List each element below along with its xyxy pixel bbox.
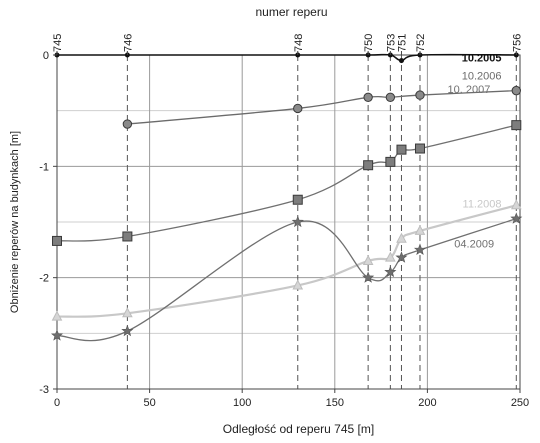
benchmark-label: 746: [122, 34, 134, 52]
data-point: [291, 215, 304, 228]
series-102007: [52, 120, 522, 246]
series-label: 10.2006: [462, 70, 502, 82]
series-112008: [51, 199, 522, 321]
series-label: 10.2005: [462, 53, 502, 65]
data-point: [385, 251, 396, 262]
series-102006: [122, 85, 521, 129]
data-point: [363, 160, 374, 171]
data-point: [511, 120, 522, 131]
y-axis-label: Obniżenie reperów na budynkach [m]: [9, 131, 21, 313]
benchmark-label: 748: [293, 34, 305, 52]
benchmark-label: 750: [363, 34, 375, 52]
data-point: [122, 119, 133, 129]
data-point: [121, 324, 134, 337]
data-point: [385, 92, 396, 103]
series-label: 11.2008: [463, 199, 502, 211]
data-point: [398, 58, 404, 64]
data-point: [122, 231, 133, 242]
data-point: [395, 251, 408, 263]
data-point: [384, 265, 397, 278]
data-point: [511, 85, 521, 96]
x-tick-label: 200: [418, 397, 436, 409]
x-axis-label: Odległość od reperu 745 [m]: [223, 422, 374, 436]
series-label: 10. 2007: [448, 84, 491, 96]
x-tick-label: 100: [233, 397, 251, 409]
x-tick-label: 50: [143, 397, 155, 409]
y-tick-label: -3: [39, 384, 49, 396]
y-tick-label: -2: [39, 273, 49, 285]
x-tick-label: 250: [511, 397, 529, 409]
data-point: [363, 92, 373, 103]
data-point: [396, 232, 407, 243]
data-point: [122, 307, 133, 318]
data-point: [510, 212, 523, 224]
x-tick-label: 150: [326, 397, 344, 409]
benchmark-label: 756: [511, 34, 523, 52]
series-label: 04.2009: [454, 239, 494, 251]
y-tick-label: 0: [43, 50, 49, 62]
data-point: [414, 224, 426, 235]
data-point: [52, 235, 62, 246]
benchmark-label: 753: [385, 34, 397, 52]
x-tick-label: 0: [54, 397, 60, 409]
data-point: [50, 329, 64, 341]
data-point: [292, 194, 303, 205]
y-tick-label: -1: [39, 161, 49, 173]
data-point: [510, 199, 522, 210]
data-point: [396, 144, 407, 155]
data-point: [362, 254, 374, 265]
data-point: [362, 271, 375, 283]
benchmark-label: 752: [415, 34, 427, 52]
data-point: [51, 310, 63, 321]
data-point: [414, 143, 425, 154]
data-point: [385, 156, 396, 167]
data-point: [293, 103, 303, 114]
data-point: [292, 279, 304, 290]
top-axis-title: numer reperu: [255, 5, 327, 19]
data-point: [413, 243, 427, 256]
series-042009: [50, 212, 523, 342]
data-point: [415, 90, 425, 100]
benchmark-label: 745: [52, 34, 64, 52]
benchmark-label: 751: [396, 34, 408, 52]
series-line: [127, 89, 517, 125]
